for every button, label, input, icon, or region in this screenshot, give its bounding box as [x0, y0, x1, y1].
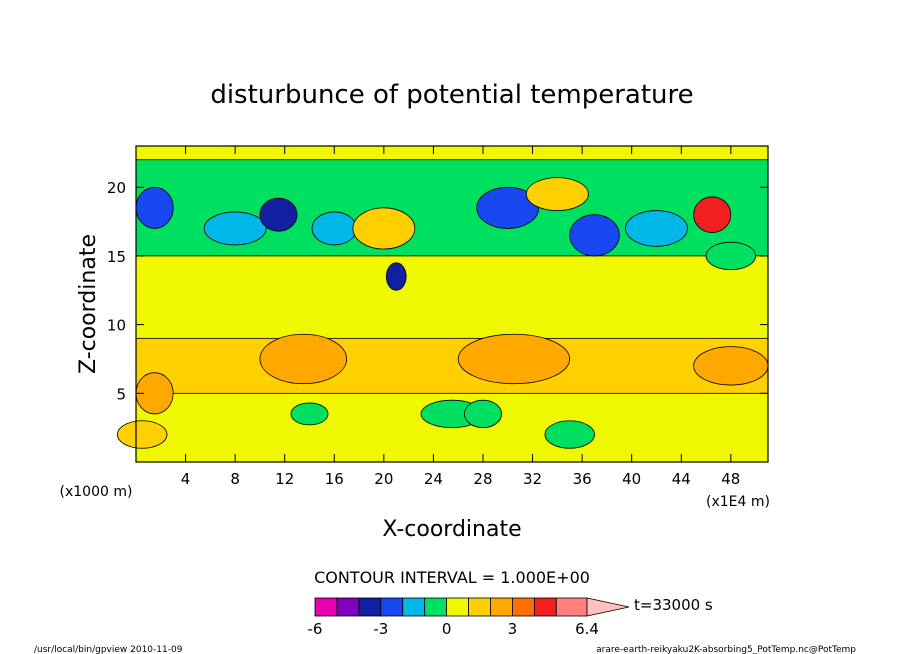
contour-blob-10 [352, 207, 416, 250]
colorbar-bin-7 [468, 597, 491, 617]
colorbar-bin-2 [358, 597, 382, 617]
colorbar-tick-label: 0 [442, 620, 452, 638]
contour-blob-13 [525, 177, 589, 211]
colorbar-tick-label: -3 [373, 620, 388, 638]
contour-blob-18 [290, 402, 329, 426]
y-tick-label: 10 [107, 317, 126, 335]
contour-blob-3 [693, 346, 769, 386]
contour-blob-21 [544, 420, 595, 449]
contour-blob-8 [259, 197, 298, 232]
x-tick-label: 48 [721, 470, 740, 488]
time-label: t=33000 s [634, 596, 713, 614]
x-tick-label: 16 [325, 470, 344, 488]
x-tick-label: 40 [622, 470, 641, 488]
y-tick-label: 15 [107, 248, 126, 266]
contour-blob-1 [259, 333, 348, 385]
y-tick-label: 5 [116, 385, 126, 403]
colorbar-ticks: -6 -3 0 3 6.4 [308, 620, 599, 638]
contour-interval-text: CONTOUR INTERVAL = 1.000E+00 [314, 568, 590, 587]
contour-blob-14 [693, 196, 732, 233]
colorbar-bin-1 [336, 597, 360, 617]
x-axis-label: X-coordinate [382, 517, 521, 542]
contour-blob-22 [117, 420, 168, 449]
plot-area [117, 145, 769, 463]
contour-band-0 [135, 337, 769, 394]
contour-blob-11 [476, 186, 540, 229]
x-tick-label: 36 [573, 470, 592, 488]
contour-blob-20 [463, 399, 502, 429]
footer-left: /usr/local/bin/gpview 2010-11-09 [34, 645, 183, 654]
plot-frame [135, 145, 769, 463]
contour-blob-9 [311, 211, 357, 246]
colorbar-overflow-arrow [586, 597, 630, 617]
x-tick-label: 28 [473, 470, 492, 488]
x-tick-label: 8 [230, 470, 240, 488]
colorbar-bin-5 [424, 597, 448, 617]
x-tick-label: 44 [672, 470, 691, 488]
colorbar-bin-8 [490, 597, 513, 617]
x-tick-label: 20 [374, 470, 393, 488]
x-unit-label: (x1E4 m) [706, 494, 770, 510]
colorbar [314, 597, 630, 617]
contour-blob-6 [135, 186, 174, 229]
y-unit-label: (x1000 m) [60, 484, 133, 500]
x-tick-label: 32 [523, 470, 542, 488]
colorbar-tick-label: 6.4 [575, 620, 599, 638]
contour-blob-2 [457, 333, 571, 385]
contour-blob-17 [385, 262, 407, 291]
y-tick-label: 20 [107, 179, 126, 197]
colorbar-bin-4 [402, 597, 426, 617]
colorbar-bin-6 [446, 597, 469, 617]
colorbar-bin-9 [512, 597, 535, 617]
y-axis-label: Z-coordinate [76, 234, 101, 374]
x-tick-label: 4 [181, 470, 191, 488]
footer-right: arare-earth-reikyaku2K-absorbing5_PotTem… [596, 645, 856, 654]
x-tick-label: 24 [424, 470, 443, 488]
colorbar-tick-label: 3 [508, 620, 518, 638]
colorbar-bin-3 [380, 597, 404, 617]
contour-blob-15 [625, 210, 688, 247]
contour-blob-12 [569, 214, 620, 257]
colorbar-bin-11 [555, 597, 588, 617]
colorbar-bin-10 [533, 597, 557, 617]
x-axis-ticks: 4 8 12 16 20 24 28 32 36 40 44 48 [181, 146, 740, 488]
y-axis-ticks: 5 10 15 20 [107, 179, 768, 403]
colorbar-bin-0 [314, 597, 338, 617]
x-tick-label: 12 [275, 470, 294, 488]
colorbar-tick-label: -6 [308, 620, 323, 638]
contour-blob-7 [203, 211, 267, 246]
contour-blob-16 [705, 241, 757, 271]
chart-title: disturbunce of potential temperature [210, 80, 693, 110]
